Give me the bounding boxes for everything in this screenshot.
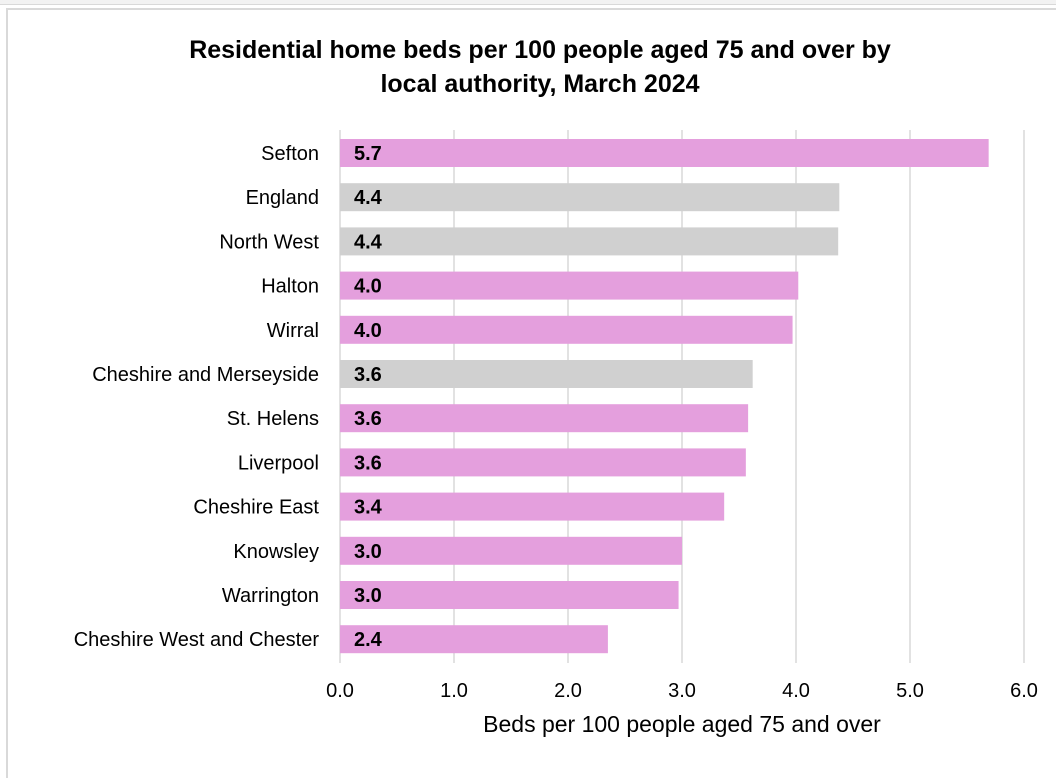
bar [340, 581, 679, 609]
x-tick-label: 0.0 [326, 680, 354, 702]
category-label: England [246, 187, 319, 209]
category-label: Cheshire East [193, 497, 319, 519]
chart-title: Residential home beds per 100 people age… [189, 36, 891, 98]
x-tick-labels: 0.0 1.0 2.0 3.0 4.0 5.0 6.0 [326, 680, 1038, 702]
bar [340, 315, 793, 344]
bar [340, 448, 746, 477]
bar [340, 625, 608, 654]
category-label: Sefton [261, 143, 319, 165]
bar-value-label: 3.6 [354, 452, 382, 474]
x-tick-label: 2.0 [554, 680, 582, 702]
bar [340, 271, 799, 300]
bar-value-label: 3.6 [354, 364, 382, 386]
bar [340, 404, 749, 433]
bar-value-label: 4.0 [354, 276, 382, 298]
bar-value-label: 3.0 [354, 585, 382, 607]
category-label: Liverpool [238, 452, 319, 474]
top-border [0, 0, 1056, 5]
category-label: Cheshire West and Chester [74, 629, 320, 651]
category-label: Halton [261, 276, 319, 298]
bar-value-label: 3.4 [354, 497, 383, 519]
x-tick-label: 5.0 [896, 680, 924, 702]
bar-value-label: 4.4 [354, 231, 383, 253]
x-tick-label: 1.0 [440, 680, 468, 702]
bar [340, 183, 840, 212]
bar-value-label: 3.0 [354, 541, 382, 563]
bar [340, 227, 839, 256]
bar-value-label: 3.6 [354, 408, 382, 430]
category-label: Warrington [222, 585, 319, 607]
x-tick-label: 3.0 [668, 680, 696, 702]
bar [340, 492, 725, 521]
bar [340, 360, 753, 388]
category-label: Knowsley [233, 541, 319, 563]
chart-frame [6, 8, 1056, 778]
bar-value-label: 2.4 [354, 629, 383, 651]
category-label: Wirral [267, 320, 319, 342]
x-axis-title: Beds per 100 people aged 75 and over [483, 711, 881, 737]
category-label: North West [219, 231, 319, 253]
bars: 5.7 4.4 4.4 4.0 4.0 3.6 3.6 3.6 3.4 3.0 3.0 2.4 [340, 139, 989, 654]
x-tick-label: 4.0 [782, 680, 810, 702]
category-label: St. Helens [227, 408, 319, 430]
category-label: Cheshire and Merseyside [92, 364, 319, 386]
x-tick-label: 6.0 [1010, 680, 1038, 702]
gridlines [339, 130, 1025, 663]
bar-value-label: 5.7 [354, 143, 382, 165]
bar-chart: 5.7 4.4 4.4 4.0 4.0 3.6 3.6 3.6 3.4 3.0 3.0 2.4 Sef… [74, 130, 1038, 737]
bar-value-label: 4.0 [354, 320, 382, 342]
bar-value-label: 4.4 [354, 187, 383, 209]
bar [340, 139, 989, 167]
bar [340, 536, 682, 565]
category-labels: Sefton England North West Halton Wirral Chesh… [74, 143, 320, 651]
